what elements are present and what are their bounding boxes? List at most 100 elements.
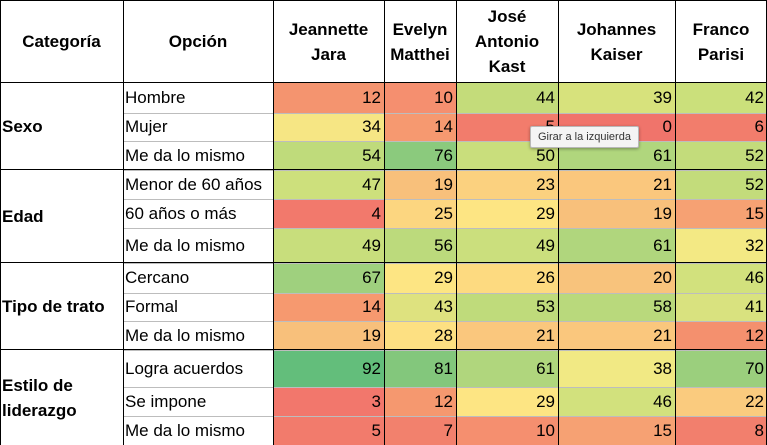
value-cell[interactable]: 46: [558, 387, 675, 416]
value-cell[interactable]: 67: [273, 263, 384, 293]
grid-line: [123, 416, 767, 417]
value-cell[interactable]: 14: [273, 293, 384, 321]
value-cell[interactable]: 61: [558, 228, 675, 263]
value-cell[interactable]: 3: [273, 387, 384, 416]
grid-line: [123, 293, 767, 294]
grid-line: [0, 349, 767, 350]
value-cell[interactable]: 4: [273, 199, 384, 228]
value-cell[interactable]: 49: [456, 228, 558, 263]
value-cell[interactable]: 12: [273, 83, 384, 113]
value-cell[interactable]: 23: [456, 170, 558, 199]
option-label[interactable]: Me da lo mismo: [125, 145, 245, 165]
value-cell[interactable]: 56: [384, 228, 456, 263]
value-cell[interactable]: 49: [273, 228, 384, 263]
grid-line: [558, 0, 559, 445]
value-cell[interactable]: 44: [456, 83, 558, 113]
grid-line: [123, 387, 767, 388]
option-label[interactable]: Logra acuerdos: [125, 358, 244, 378]
value-cell[interactable]: 21: [558, 321, 675, 350]
value-cell[interactable]: 10: [384, 83, 456, 113]
grid-line: [273, 0, 274, 445]
value-cell[interactable]: 19: [273, 321, 384, 350]
category-label: Estilo de liderazgo: [2, 375, 77, 420]
value-cell[interactable]: 38: [558, 350, 675, 387]
value-cell[interactable]: 53: [456, 293, 558, 321]
value-cell[interactable]: 7: [384, 416, 456, 445]
header-candidate: Jeannette Jara: [288, 19, 369, 64]
rotate-left-tooltip: Girar a la izquierda: [530, 126, 639, 148]
grid-line: [0, 0, 1, 445]
grid-line: [384, 0, 385, 445]
grid-line: [123, 321, 767, 322]
grid-line: [123, 228, 767, 229]
value-cell[interactable]: 10: [456, 416, 558, 445]
value-cell[interactable]: 29: [456, 199, 558, 228]
value-cell[interactable]: 43: [384, 293, 456, 321]
grid-line: [123, 350, 767, 351]
value-cell[interactable]: 52: [675, 170, 767, 199]
category-label: Sexo: [2, 117, 43, 136]
value-cell[interactable]: 28: [384, 321, 456, 350]
value-cell[interactable]: 15: [675, 199, 767, 228]
value-cell[interactable]: 54: [273, 141, 384, 170]
option-label[interactable]: 60 años o más: [125, 203, 237, 223]
grid-line: [0, 262, 767, 263]
value-cell[interactable]: 61: [456, 350, 558, 387]
value-cell[interactable]: 12: [384, 387, 456, 416]
grid-line: [456, 0, 457, 445]
header-candidate: Johannes Kaiser: [576, 19, 657, 64]
grid-line: [123, 141, 767, 142]
option-label[interactable]: Mujer: [125, 117, 168, 136]
grid-line: [123, 199, 767, 200]
category-label: Edad: [2, 207, 44, 226]
value-cell[interactable]: 8: [675, 416, 767, 445]
value-cell[interactable]: 20: [558, 263, 675, 293]
value-cell[interactable]: 76: [384, 141, 456, 170]
value-cell[interactable]: 41: [675, 293, 767, 321]
value-cell[interactable]: 21: [558, 170, 675, 199]
value-cell[interactable]: 70: [675, 350, 767, 387]
value-cell[interactable]: 29: [384, 263, 456, 293]
option-label[interactable]: Hombre: [125, 88, 186, 107]
value-cell[interactable]: 29: [456, 387, 558, 416]
grid-line: [0, 169, 767, 170]
value-cell[interactable]: 5: [273, 416, 384, 445]
value-cell[interactable]: 81: [384, 350, 456, 387]
header-option: Opción: [168, 32, 228, 51]
value-cell[interactable]: 21: [456, 321, 558, 350]
value-cell[interactable]: 12: [675, 321, 767, 350]
value-cell[interactable]: 6: [675, 113, 767, 141]
option-label[interactable]: Formal: [125, 297, 178, 316]
value-cell[interactable]: 58: [558, 293, 675, 321]
header-candidate: Franco Parisi: [692, 19, 750, 64]
value-cell[interactable]: 19: [558, 199, 675, 228]
grid-line: [675, 0, 676, 445]
value-cell[interactable]: 32: [675, 228, 767, 263]
value-cell[interactable]: 15: [558, 416, 675, 445]
grid-line: [0, 82, 767, 83]
value-cell[interactable]: 22: [675, 387, 767, 416]
value-cell[interactable]: 14: [384, 113, 456, 141]
option-label[interactable]: Me da lo mismo: [125, 325, 245, 345]
value-cell[interactable]: 39: [558, 83, 675, 113]
option-label[interactable]: Me da lo mismo: [125, 235, 245, 255]
value-cell[interactable]: 25: [384, 199, 456, 228]
option-label[interactable]: Me da lo mismo: [125, 420, 245, 440]
grid-line: [0, 0, 767, 1]
value-cell[interactable]: 34: [273, 113, 384, 141]
header-category: Categoría: [22, 32, 101, 51]
option-label[interactable]: Se impone: [125, 391, 207, 411]
option-label[interactable]: Cercano: [125, 268, 190, 287]
value-cell[interactable]: 52: [675, 141, 767, 170]
option-label[interactable]: Menor de 60 años: [125, 174, 263, 194]
value-cell[interactable]: 26: [456, 263, 558, 293]
grid-line: [123, 0, 124, 445]
value-cell[interactable]: 92: [273, 350, 384, 387]
value-cell[interactable]: 47: [273, 170, 384, 199]
category-label: Tipo de trato: [2, 297, 105, 316]
value-cell[interactable]: 46: [675, 263, 767, 293]
value-cell[interactable]: 19: [384, 170, 456, 199]
grid-line: [123, 263, 767, 264]
value-cell[interactable]: 42: [675, 83, 767, 113]
